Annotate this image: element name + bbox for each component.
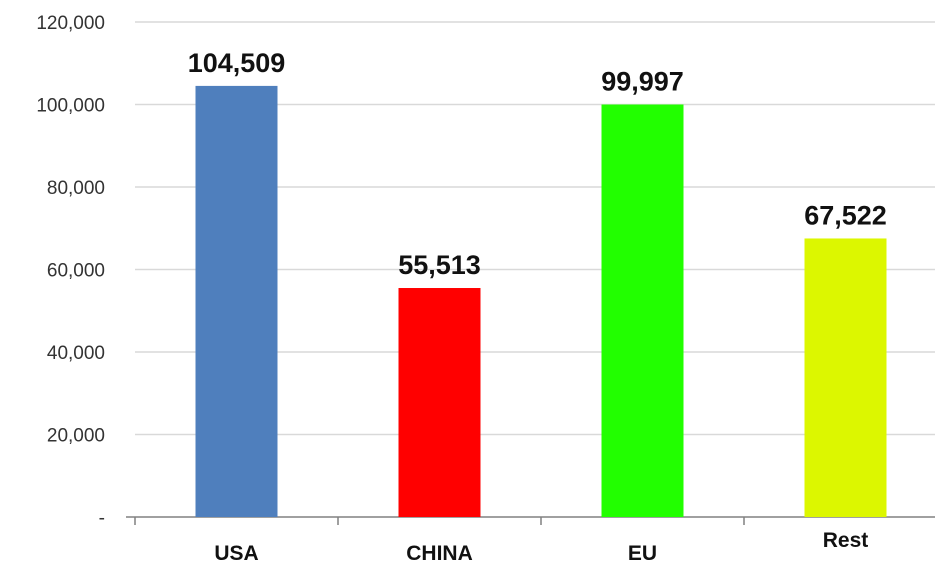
- x-category-label: Rest: [823, 529, 869, 552]
- bar-eu: [601, 104, 684, 517]
- x-category-label: USA: [214, 542, 258, 565]
- bar-layer: [195, 85, 887, 518]
- y-tick-label: 80,000: [47, 178, 105, 199]
- y-tick-label: 100,000: [36, 96, 105, 117]
- y-tick-label: 20,000: [47, 426, 105, 447]
- y-tick-label: -: [99, 508, 105, 529]
- y-tick-label: 60,000: [47, 261, 105, 282]
- data-label: 67,522: [804, 200, 887, 230]
- bar-usa: [195, 85, 278, 517]
- bar-china: [398, 288, 481, 517]
- label-layer: 104,509 USA 55,513 CHINA 99,997 EU 67,522 Rest: [188, 48, 887, 565]
- x-category-label: CHINA: [406, 542, 473, 565]
- bar-rest: [804, 238, 887, 518]
- data-label: 55,513: [398, 250, 481, 280]
- data-label: 99,997: [601, 67, 684, 97]
- y-tick-label: 120,000: [36, 13, 105, 34]
- y-tick-label: 40,000: [47, 343, 105, 364]
- data-label: 104,509: [188, 48, 286, 78]
- axis-layer: - 20,000 40,000 60,000 80,000 100,000 120,000: [36, 13, 935, 529]
- x-category-label: EU: [628, 542, 657, 565]
